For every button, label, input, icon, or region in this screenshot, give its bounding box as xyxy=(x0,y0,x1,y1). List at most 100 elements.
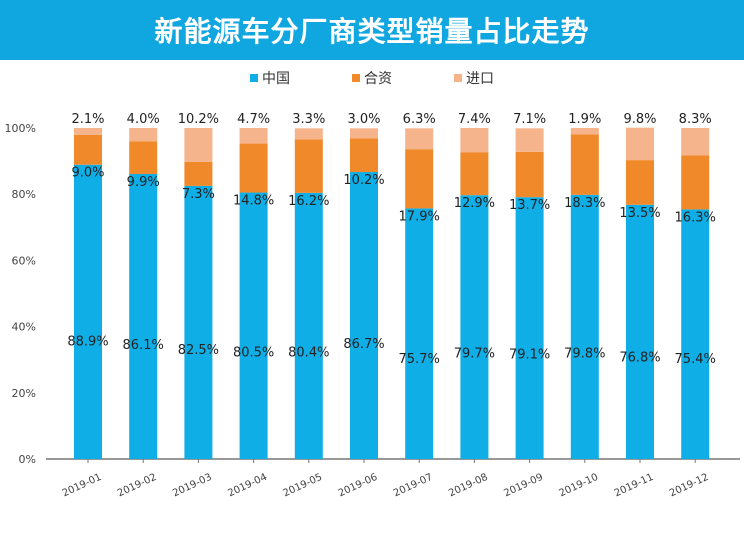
y-tick-label: 20% xyxy=(12,387,36,400)
bar-合资 xyxy=(184,161,213,186)
data-label: 10.2% xyxy=(343,173,384,188)
bar-中国 xyxy=(515,197,544,459)
data-label: 7.3% xyxy=(182,187,215,202)
bar-进口 xyxy=(681,128,710,156)
data-label: 80.4% xyxy=(288,346,329,361)
data-label: 17.9% xyxy=(399,209,440,224)
x-tick-label: 2019-09 xyxy=(502,472,545,500)
bar-进口 xyxy=(74,128,102,135)
data-label: 8.3% xyxy=(679,112,712,127)
data-label: 86.7% xyxy=(343,337,384,352)
bar-合资 xyxy=(681,155,710,210)
bar-进口 xyxy=(239,128,268,144)
data-label: 3.0% xyxy=(347,112,380,127)
data-label: 16.3% xyxy=(675,210,716,225)
bar-中国 xyxy=(184,185,213,460)
x-tick-label: 2019-10 xyxy=(558,472,601,500)
data-label: 82.5% xyxy=(178,343,219,358)
data-label: 75.4% xyxy=(675,352,716,367)
bar-进口 xyxy=(350,128,378,139)
bar-中国 xyxy=(74,164,102,459)
title-band: 新能源车分厂商类型销量占比走势 xyxy=(0,0,744,60)
data-label: 12.9% xyxy=(454,196,495,211)
data-label: 18.3% xyxy=(564,196,605,211)
data-label: 9.0% xyxy=(71,166,104,181)
legend-label: 中国 xyxy=(262,71,290,87)
data-label: 7.4% xyxy=(458,112,491,127)
y-tick-label: 40% xyxy=(12,321,36,334)
data-label: 2.1% xyxy=(71,112,104,127)
x-tick-label: 2019-04 xyxy=(226,472,269,500)
bar-进口 xyxy=(184,128,213,162)
bar-进口 xyxy=(294,128,323,140)
bar-中国 xyxy=(570,194,599,459)
data-label: 14.8% xyxy=(233,194,274,209)
bar-合资 xyxy=(294,139,323,193)
data-label: 4.0% xyxy=(127,112,160,127)
y-tick-label: 80% xyxy=(12,188,36,201)
legend-item: 合资 xyxy=(352,68,392,88)
data-label: 80.5% xyxy=(233,345,274,360)
bar-合资 xyxy=(460,152,489,196)
x-tick-label: 2019-07 xyxy=(392,472,435,500)
bar-合资 xyxy=(129,141,158,175)
x-tick-label: 2019-12 xyxy=(668,472,711,500)
legend-label: 进口 xyxy=(466,71,494,87)
data-label: 6.3% xyxy=(403,112,436,127)
bar-中国 xyxy=(626,204,654,459)
bar-中国 xyxy=(294,192,323,459)
y-tick-label: 100% xyxy=(5,122,36,135)
chart-title: 新能源车分厂商类型销量占比走势 xyxy=(154,15,590,48)
data-label: 79.7% xyxy=(454,346,495,361)
bar-进口 xyxy=(515,128,544,152)
data-label: 86.1% xyxy=(123,338,164,353)
bar-中国 xyxy=(460,195,489,459)
legend: 中国 合资 进口 xyxy=(0,68,744,88)
y-tick-label: 60% xyxy=(12,254,36,267)
x-tick-label: 2019-06 xyxy=(337,472,380,500)
data-label: 13.7% xyxy=(509,198,550,213)
bar-合资 xyxy=(74,134,102,165)
data-label: 88.9% xyxy=(67,334,108,349)
data-label: 3.3% xyxy=(292,112,325,127)
data-label: 79.1% xyxy=(509,347,550,362)
data-label: 13.5% xyxy=(619,206,660,221)
bar-进口 xyxy=(460,128,489,153)
legend-item: 中国 xyxy=(250,68,290,88)
data-label: 75.7% xyxy=(399,352,440,367)
bar-中国 xyxy=(405,208,434,459)
data-label: 10.2% xyxy=(178,112,219,127)
legend-label: 合资 xyxy=(364,71,392,87)
legend-swatch xyxy=(250,74,258,82)
data-label: 76.8% xyxy=(619,350,660,365)
bar-进口 xyxy=(626,127,654,161)
x-tick-label: 2019-05 xyxy=(282,472,325,500)
bar-进口 xyxy=(129,128,158,142)
bar-中国 xyxy=(681,209,710,459)
bar-进口 xyxy=(570,128,599,135)
x-tick-label: 2019-08 xyxy=(447,472,490,500)
data-label: 16.2% xyxy=(288,194,329,209)
legend-swatch xyxy=(352,74,360,82)
bar-合资 xyxy=(515,151,544,198)
bar-中国 xyxy=(350,172,378,459)
bar-合资 xyxy=(239,143,268,193)
data-label: 9.9% xyxy=(127,175,160,190)
legend-item: 进口 xyxy=(454,68,494,88)
data-label: 4.7% xyxy=(237,112,270,127)
x-tick-label: 2019-11 xyxy=(613,472,656,500)
legend-swatch xyxy=(454,74,462,82)
bar-合资 xyxy=(350,138,378,173)
data-label: 79.8% xyxy=(564,346,605,361)
x-tick-label: 2019-03 xyxy=(171,472,214,500)
bar-中国 xyxy=(239,192,268,460)
x-tick-label: 2019-02 xyxy=(116,472,159,500)
bar-合资 xyxy=(405,149,434,209)
y-tick-label: 0% xyxy=(19,453,36,466)
bar-进口 xyxy=(405,128,434,150)
data-label: 1.9% xyxy=(568,112,601,127)
bar-合资 xyxy=(570,134,599,195)
data-label: 7.1% xyxy=(513,112,546,127)
bar-合资 xyxy=(626,160,654,205)
